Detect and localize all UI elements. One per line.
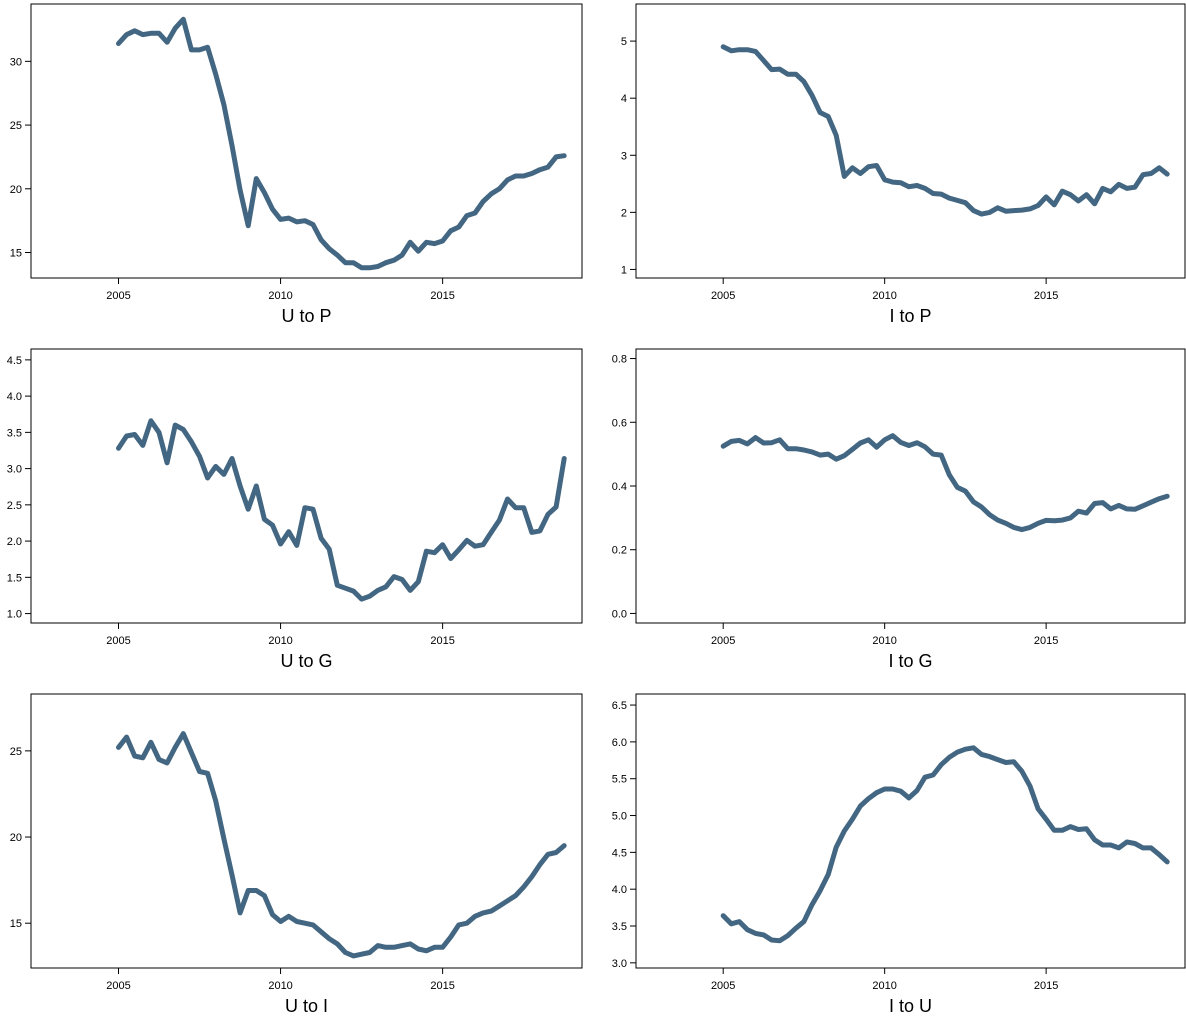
panel-title: I to U — [889, 996, 932, 1016]
y-tick-label: 25 — [10, 746, 22, 758]
y-tick-label: 25 — [10, 120, 22, 132]
x-tick-label: 2015 — [430, 635, 454, 647]
y-tick-label: 3.0 — [612, 958, 627, 970]
y-tick-label: 15 — [10, 248, 22, 260]
series-line — [116, 418, 567, 602]
series-line — [720, 433, 1170, 533]
x-tick-label: 2010 — [268, 980, 292, 992]
x-tick-label: 2005 — [106, 290, 130, 302]
chart-panel: 15 20 25 2005 2010 2015 U to I — [10, 693, 583, 1016]
y-tick-label: 2.0 — [7, 536, 22, 548]
x-tick-label: 2005 — [106, 635, 130, 647]
y-tick-label: 2 — [621, 207, 627, 219]
panel-title: I to G — [888, 651, 932, 671]
y-tick-label: 4.5 — [7, 355, 22, 367]
x-tick-label: 2005 — [711, 635, 735, 647]
y-tick-label: 0.8 — [612, 354, 627, 366]
y-tick-label: 4.5 — [612, 847, 627, 859]
y-tick-label: 0.6 — [612, 417, 627, 429]
y-tick-label: 0.2 — [612, 545, 627, 557]
y-tick-label: 0.4 — [612, 481, 627, 493]
plot-frame — [30, 693, 583, 969]
y-tick-label: 5.0 — [612, 811, 627, 823]
y-tick-label: 6.5 — [612, 700, 627, 712]
y-tick-label: 5 — [621, 36, 627, 48]
x-tick-label: 2015 — [1034, 635, 1058, 647]
y-tick-label: 1 — [621, 264, 627, 276]
y-tick-label: 3.5 — [7, 427, 22, 439]
y-tick-label: 2.5 — [7, 500, 22, 512]
plot-frame — [635, 3, 1186, 279]
x-tick-label: 2015 — [430, 980, 454, 992]
y-tick-label: 4 — [621, 93, 627, 105]
y-tick-label: 5.5 — [612, 774, 627, 786]
x-tick-label: 2015 — [1034, 290, 1058, 302]
x-tick-label: 2005 — [711, 290, 735, 302]
x-tick-label: 2015 — [430, 290, 454, 302]
chart-panel: 15 20 25 30 2005 2010 2015 U to P — [10, 3, 583, 326]
series-line — [720, 745, 1170, 944]
y-tick-label: 20 — [10, 184, 22, 196]
series-line — [116, 16, 567, 271]
y-tick-label: 1.0 — [7, 609, 22, 621]
y-tick-label: 3 — [621, 150, 627, 162]
y-tick-label: 1.5 — [7, 572, 22, 584]
panel-title: I to P — [889, 306, 931, 326]
x-tick-label: 2005 — [106, 980, 130, 992]
panel-title: U to P — [281, 306, 331, 326]
chart-panel: 0.0 0.2 0.4 0.6 0.8 2005 2010 2015 I to G — [612, 348, 1186, 671]
panel-title: U to I — [285, 996, 328, 1016]
plot-frame — [30, 348, 583, 624]
series-line — [116, 731, 567, 959]
chart-panel: 3.0 3.5 4.0 4.5 5.0 5.5 6.0 6.5 2005 2010 2015 I to… — [612, 693, 1186, 1016]
y-tick-label: 4.0 — [7, 391, 22, 403]
panel-title: U to G — [280, 651, 332, 671]
x-tick-label: 2010 — [872, 980, 896, 992]
series-line — [720, 44, 1170, 217]
y-tick-label: 4.0 — [612, 884, 627, 896]
x-tick-label: 2005 — [711, 980, 735, 992]
x-tick-label: 2010 — [872, 290, 896, 302]
plot-frame — [635, 693, 1186, 969]
x-tick-label: 2015 — [1034, 980, 1058, 992]
y-tick-label: 6.0 — [612, 737, 627, 749]
plot-frame — [635, 348, 1186, 624]
y-tick-label: 3.5 — [612, 921, 627, 933]
y-tick-label: 0.0 — [612, 608, 627, 620]
chart-panel: 1.0 1.5 2.0 2.5 3.0 3.5 4.0 4.5 2005 2010 2015 U to… — [7, 348, 583, 671]
x-tick-label: 2010 — [872, 635, 896, 647]
y-tick-label: 30 — [10, 56, 22, 68]
x-tick-label: 2010 — [268, 635, 292, 647]
chart-panel: 1 2 3 4 5 2005 2010 2015 I to P — [621, 3, 1186, 326]
plot-frame — [30, 3, 583, 279]
y-tick-label: 20 — [10, 832, 22, 844]
y-tick-label: 3.0 — [7, 464, 22, 476]
x-tick-label: 2010 — [268, 290, 292, 302]
y-tick-label: 15 — [10, 918, 22, 930]
